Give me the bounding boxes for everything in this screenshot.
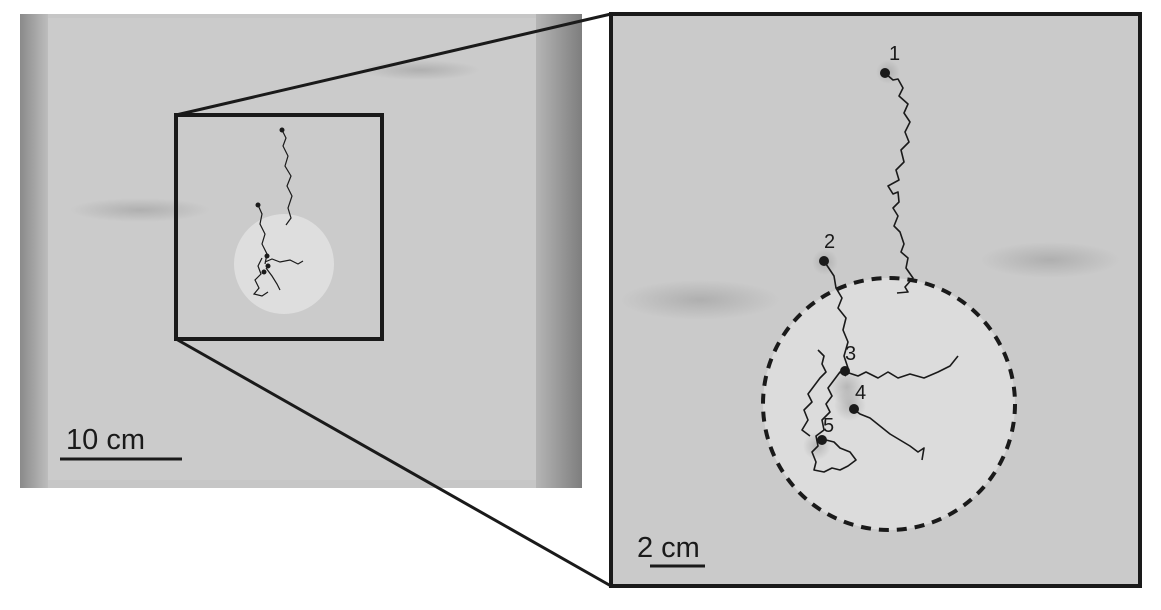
zoom-connector-lines (175, 12, 612, 588)
point-label-4: 4 (855, 382, 866, 404)
point-labels: 1 2 3 4 5 (823, 43, 900, 437)
point-label-1: 1 (889, 43, 900, 65)
track-5 (811, 371, 857, 473)
point-4 (849, 404, 859, 414)
track-small-5 (252, 257, 269, 297)
scale-bar-label-2cm: 2 cm (637, 532, 700, 564)
track-small-3 (264, 258, 304, 265)
small-point-1 (279, 127, 285, 133)
left-photo-panel: 10 cm (20, 14, 582, 488)
point-3 (840, 366, 850, 376)
track-small-1 (281, 129, 293, 226)
zoom-frame (609, 12, 1142, 588)
track-3 (845, 355, 959, 379)
animal-points (817, 68, 890, 445)
point-label-3: 3 (845, 343, 856, 365)
arena-wall-left (20, 14, 48, 488)
small-points (255, 127, 285, 275)
movement-tracks (801, 73, 959, 473)
scale-bar-label-10cm: 10 cm (66, 424, 145, 456)
target-zone-outline (761, 276, 1017, 532)
connector-top (175, 12, 612, 117)
small-point-3 (264, 253, 270, 259)
track-5b (801, 349, 827, 437)
point-2 (819, 256, 829, 266)
point-label-2: 2 (824, 231, 835, 253)
track-4 (851, 407, 925, 461)
track-2 (825, 263, 849, 369)
small-point-2 (255, 202, 261, 208)
target-zone (763, 278, 1015, 530)
small-point-4 (265, 263, 271, 269)
right-zoom-panel: 1 2 3 4 5 2 cm (609, 12, 1142, 588)
point-5 (817, 435, 827, 445)
connector-bottom (175, 337, 612, 588)
track-small-4 (265, 267, 281, 291)
point-1 (880, 68, 890, 78)
floor-stain (980, 242, 1120, 278)
track-1 (885, 73, 914, 294)
target-zone-small (234, 214, 334, 314)
arena-wall-right (536, 14, 582, 488)
floor-stain (70, 198, 210, 222)
point-label-5: 5 (823, 415, 834, 437)
small-point-5 (261, 269, 267, 275)
floor-stain (360, 60, 480, 80)
floor-stain (620, 280, 780, 320)
zoom-inset-box (174, 113, 384, 341)
